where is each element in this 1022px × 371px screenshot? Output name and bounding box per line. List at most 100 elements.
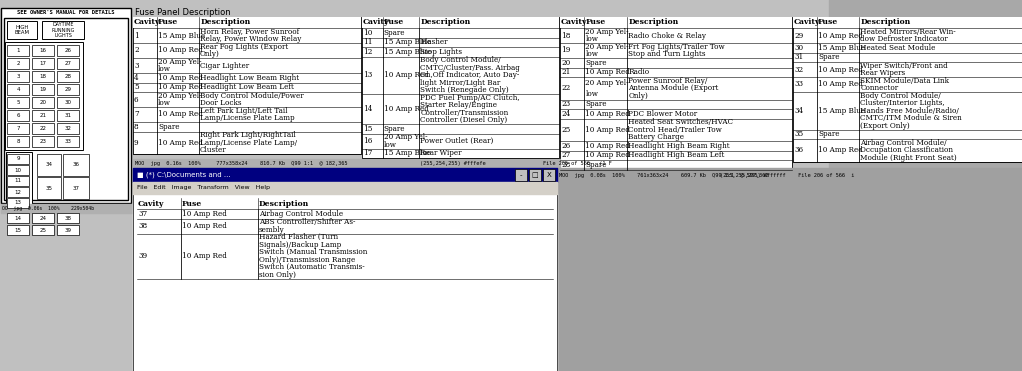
- Text: 4: 4: [134, 74, 139, 82]
- Text: 32: 32: [794, 66, 803, 73]
- Text: 23: 23: [561, 100, 570, 108]
- Text: 13: 13: [363, 71, 372, 79]
- Text: 10 Amp Red: 10 Amp Red: [383, 71, 428, 79]
- Text: 37: 37: [73, 186, 80, 190]
- Text: Flasher: Flasher: [420, 38, 448, 46]
- Text: 15 Amp Blue: 15 Amp Blue: [158, 32, 205, 39]
- Bar: [37, 177, 61, 199]
- Bar: [57, 123, 79, 134]
- Text: 32: 32: [64, 126, 72, 131]
- Text: 15 Amp Blue: 15 Amp Blue: [383, 149, 431, 157]
- Text: 10 Amp Red: 10 Amp Red: [158, 111, 202, 118]
- Text: Rear Wiper: Rear Wiper: [420, 149, 462, 157]
- Text: 10 Amp Red: 10 Amp Red: [158, 74, 202, 82]
- Text: CMTC/ITM Module & Siren: CMTC/ITM Module & Siren: [861, 114, 962, 122]
- Bar: [543, 169, 555, 181]
- Text: 3: 3: [16, 74, 19, 79]
- Text: Headlight Low Beam Right: Headlight Low Beam Right: [200, 74, 299, 82]
- Text: 39: 39: [138, 252, 147, 260]
- Text: low: low: [586, 90, 598, 98]
- Text: 9: 9: [134, 139, 139, 147]
- Text: Module (Right Front Seat): Module (Right Front Seat): [861, 154, 958, 162]
- Text: 5: 5: [134, 83, 139, 91]
- Bar: [7, 97, 29, 108]
- Text: Headlight Low Beam Left: Headlight Low Beam Left: [200, 83, 294, 91]
- Text: Heated Seat Module: Heated Seat Module: [861, 44, 936, 52]
- Text: 15 Amp Blue: 15 Amp Blue: [818, 44, 866, 52]
- Text: Cluster/Interior Lights,: Cluster/Interior Lights,: [861, 99, 945, 107]
- Text: Fuse: Fuse: [383, 19, 404, 26]
- Text: 20 Amp Yel-: 20 Amp Yel-: [158, 58, 201, 66]
- Text: HIGH
BEAM: HIGH BEAM: [14, 24, 30, 35]
- Text: 10 Amp Red: 10 Amp Red: [158, 139, 202, 147]
- Text: PDC Fuel Pump/AC Clutch,: PDC Fuel Pump/AC Clutch,: [420, 94, 520, 102]
- Text: 20 Amp Yel-: 20 Amp Yel-: [158, 92, 201, 100]
- Bar: [57, 110, 79, 121]
- Text: Fuse Panel Description: Fuse Panel Description: [135, 8, 231, 17]
- Bar: [7, 154, 29, 164]
- Text: Body Control Module/: Body Control Module/: [420, 56, 501, 64]
- Text: 8: 8: [134, 123, 139, 131]
- Bar: [63, 154, 89, 176]
- Text: Spare: Spare: [586, 59, 607, 67]
- Text: Fuse: Fuse: [158, 19, 178, 26]
- Text: 20 Amp Yel-: 20 Amp Yel-: [586, 28, 629, 36]
- Text: 21: 21: [40, 113, 46, 118]
- Text: 21: 21: [561, 68, 570, 76]
- Text: 33: 33: [794, 81, 803, 89]
- Text: Heated Mirrors/Rear Win-: Heated Mirrors/Rear Win-: [861, 28, 957, 36]
- Bar: [133, 194, 557, 371]
- Text: 34: 34: [46, 162, 52, 167]
- Text: Only): Only): [629, 92, 648, 100]
- Text: Cluster: Cluster: [200, 146, 227, 154]
- Text: 8: 8: [16, 139, 19, 144]
- Bar: [7, 198, 29, 208]
- Text: Spare: Spare: [586, 100, 607, 108]
- Text: 12: 12: [363, 48, 372, 56]
- Text: 38: 38: [64, 216, 72, 220]
- Text: Fuse: Fuse: [818, 19, 838, 26]
- Text: Fuse: Fuse: [586, 19, 606, 26]
- Bar: [7, 45, 29, 56]
- Text: 17: 17: [363, 149, 372, 157]
- Bar: [7, 225, 29, 235]
- Text: 18: 18: [561, 32, 570, 39]
- Text: 22: 22: [561, 84, 570, 92]
- Text: 22: 22: [40, 126, 46, 131]
- Text: ABS Controller/Shifter As-: ABS Controller/Shifter As-: [259, 218, 355, 226]
- Text: SKIM Module/Data Link: SKIM Module/Data Link: [861, 77, 949, 85]
- Bar: [7, 187, 29, 197]
- Bar: [7, 176, 29, 186]
- Text: 25: 25: [561, 126, 570, 134]
- Text: Occupation Classification: Occupation Classification: [861, 146, 954, 154]
- Text: 30: 30: [794, 44, 803, 52]
- Text: 15: 15: [14, 227, 21, 233]
- Bar: [32, 97, 54, 108]
- Text: Controller (Diesel Only): Controller (Diesel Only): [420, 116, 507, 124]
- Text: 10 Amp Red: 10 Amp Red: [586, 142, 631, 150]
- Text: Door Locks: Door Locks: [200, 99, 241, 107]
- Text: Headlight High Beam Left: Headlight High Beam Left: [629, 151, 725, 159]
- Text: Description: Description: [861, 19, 911, 26]
- Bar: [32, 58, 54, 69]
- Bar: [7, 123, 29, 134]
- Text: PDC Blower Motor: PDC Blower Motor: [629, 110, 697, 118]
- Text: 14: 14: [363, 105, 372, 113]
- Text: sion Only): sion Only): [259, 271, 295, 279]
- Bar: [42, 21, 84, 39]
- Text: Spare: Spare: [383, 125, 405, 133]
- Text: 11: 11: [14, 178, 21, 184]
- Text: 1: 1: [134, 32, 139, 39]
- Text: Description: Description: [200, 19, 250, 26]
- Bar: [137, 198, 553, 209]
- Text: Description: Description: [420, 19, 470, 26]
- Text: 33: 33: [64, 139, 72, 144]
- Text: Airbag Control Module/: Airbag Control Module/: [861, 139, 947, 147]
- Text: Switch (Renegade Only): Switch (Renegade Only): [420, 86, 509, 94]
- Text: 35: 35: [794, 130, 803, 138]
- Bar: [133, 17, 361, 28]
- Text: 7: 7: [16, 126, 19, 131]
- Bar: [1, 8, 131, 203]
- Text: Antenna Module (Export: Antenna Module (Export: [629, 84, 718, 92]
- Text: Control Head/Trailer Tow: Control Head/Trailer Tow: [629, 126, 723, 134]
